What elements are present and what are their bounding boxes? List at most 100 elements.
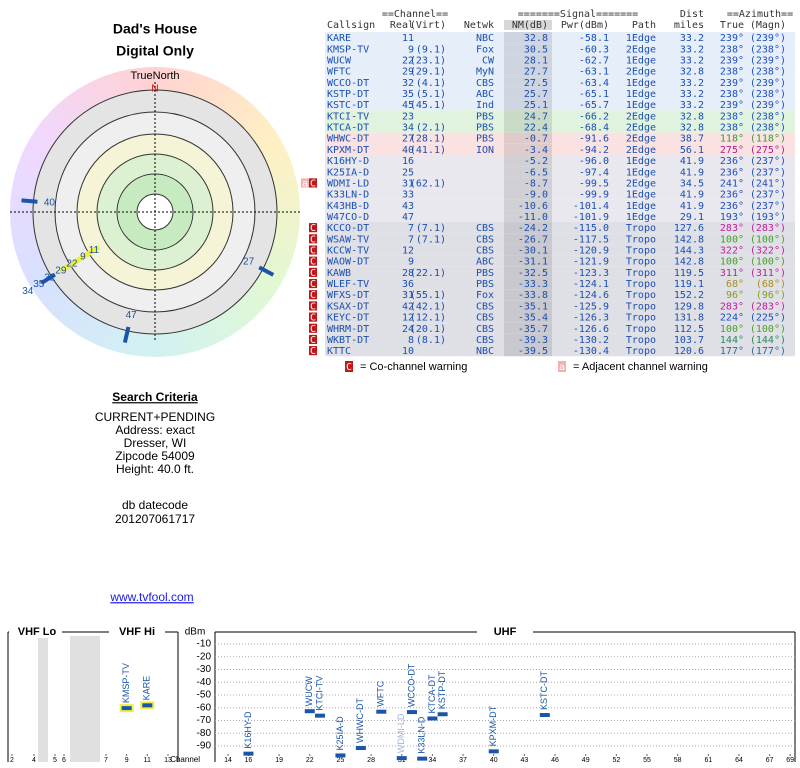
column-header: Netwk: [464, 20, 494, 31]
y-tick-label: -80: [197, 728, 212, 739]
nm-shade: [504, 199, 552, 211]
table-cell: 16: [402, 156, 414, 167]
table-cell: Tropo: [626, 290, 656, 301]
table-cell: 68°: [726, 279, 744, 290]
table-cell: -6.5: [524, 167, 548, 178]
table-cell: (118°): [750, 134, 786, 145]
table-row: [325, 199, 795, 211]
table-cell: 238°: [720, 44, 744, 55]
table-cell: 25.1: [524, 100, 548, 111]
x-tick-label: 64: [735, 757, 743, 764]
station-label: WUCW: [304, 676, 314, 706]
x-tick-label: 14: [224, 757, 232, 764]
table-cell: 275°: [720, 145, 744, 156]
table-cell: -63.1: [579, 67, 609, 78]
flag-box: [309, 245, 317, 255]
table-cell: KSTP-DT: [327, 89, 369, 100]
column-header: Callsign: [327, 20, 375, 31]
band-label: VHF Lo: [18, 626, 57, 638]
table-cell: -68.4: [579, 123, 609, 134]
table-cell: 11: [402, 33, 414, 44]
table-cell: (311°): [750, 268, 786, 279]
table-cell: 131.8: [674, 313, 704, 324]
criteria-line: Zipcode 54009: [115, 449, 195, 463]
nm-shade: [504, 54, 552, 66]
table-cell: 33.2: [680, 78, 704, 89]
table-cell: (29.1): [410, 67, 446, 78]
legend-symbol: a: [559, 362, 565, 373]
table-cell: KCCW-TV: [327, 246, 369, 257]
azimuth-highlight: [58, 244, 101, 274]
table-cell: WHRM-DT: [327, 324, 369, 335]
table-cell: (144°): [750, 335, 786, 346]
flag-box: [309, 256, 317, 266]
table-cell: -123.3: [573, 268, 609, 279]
nm-shade: [504, 255, 552, 267]
table-cell: -96.0: [579, 156, 609, 167]
column-header: (Virt): [410, 20, 446, 31]
station-bar: [243, 751, 254, 756]
table-cell: 47: [402, 212, 414, 223]
legend-box: [558, 361, 566, 372]
band-label: UHF: [494, 626, 517, 638]
table-cell: -39.5: [518, 346, 548, 357]
y-tick-label: -20: [197, 651, 212, 662]
table-cell: CBS: [476, 313, 494, 324]
table-cell: KSTC-DT: [327, 100, 369, 111]
table-cell: 31: [402, 178, 414, 189]
table-cell: 239°: [720, 33, 744, 44]
x-axis-label: Channel: [170, 755, 200, 764]
station-bar: [396, 756, 407, 761]
link[interactable]: www.tvfool.com: [109, 590, 193, 604]
gap-band: [38, 636, 48, 762]
column-header: Pwr(dBm): [561, 20, 609, 31]
table-cell: 56.1: [680, 145, 704, 156]
flag-box: [301, 178, 309, 188]
table-cell: -62.7: [579, 55, 609, 66]
marker-label: 11: [89, 245, 100, 256]
table-cell: 177°: [720, 346, 744, 357]
table-cell: -124.1: [573, 279, 609, 290]
table-row: [325, 345, 795, 357]
flag-box: [309, 312, 317, 322]
flag: C: [310, 301, 316, 312]
table-cell: ABC: [476, 257, 494, 268]
criteria-line: Address: exact: [115, 423, 195, 437]
table-cell: Tropo: [626, 268, 656, 279]
table-cell: (5.1): [416, 89, 446, 100]
flag: C: [310, 346, 316, 357]
table-row: [325, 110, 795, 122]
table-cell: 28.1: [524, 55, 548, 66]
station-label: WHWC-DT: [355, 698, 365, 743]
x-tick-label: 46: [551, 757, 559, 764]
table-cell: 103.7: [674, 335, 704, 346]
table-cell: (100°): [750, 324, 786, 335]
x-tick-label: 55: [643, 757, 651, 764]
column-header: Real: [390, 20, 414, 31]
table-cell: (238°): [750, 89, 786, 100]
marker-label: 35: [33, 279, 45, 290]
table-cell: WFXS-DT: [327, 290, 369, 301]
table-cell: Tropo: [626, 324, 656, 335]
azimuth-marker: [40, 272, 56, 285]
table-cell: 41.9: [680, 190, 704, 201]
table-cell: NBC: [476, 33, 494, 44]
x-tick-label: 9: [125, 757, 129, 764]
table-cell: 112.5: [674, 324, 704, 335]
table-cell: Tropo: [626, 257, 656, 268]
station-label: K25IA-D: [335, 716, 345, 751]
table-cell: 9: [408, 257, 414, 268]
band-label: VHF Hi: [119, 626, 155, 638]
table-cell: (193°): [750, 212, 786, 223]
table-cell: -3.4: [524, 145, 548, 156]
table-cell: KPXM-DT: [327, 145, 369, 156]
table-cell: 27.7: [524, 67, 548, 78]
table-cell: 144.3: [674, 246, 704, 257]
table-cell: -8.7: [524, 178, 548, 189]
table-cell: -5.2: [524, 156, 548, 167]
table-cell: 32: [402, 78, 414, 89]
table-cell: 12: [402, 313, 414, 324]
y-tick-label: -40: [197, 677, 212, 688]
y-tick-label: -60: [197, 702, 212, 713]
table-cell: -101.4: [573, 201, 609, 212]
